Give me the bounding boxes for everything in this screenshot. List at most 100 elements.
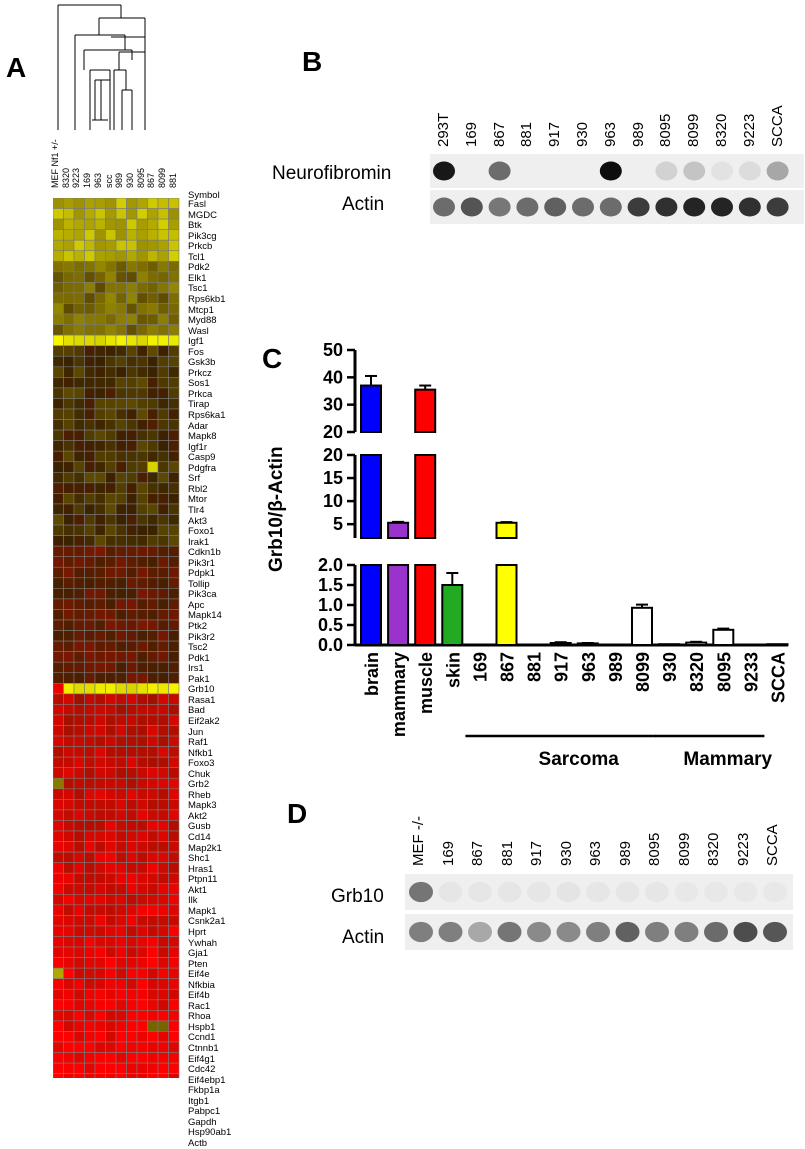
heatmap-cell [73,630,85,642]
heatmap-cell [105,471,117,484]
heatmap-cell [94,377,106,389]
heatmap-cell [126,419,138,431]
heatmap-gene-label: Tsc1 [188,283,208,295]
heatmap-gene-label: Grb10 [188,684,215,696]
heatmap-cell [115,1031,127,1043]
heatmap-cell [53,1020,64,1032]
heatmap-cell [115,313,127,325]
heatmap-gene-label: Pdpk1 [188,568,215,580]
heatmap-cell [168,661,180,674]
heatmap-cell [94,514,106,526]
heatmap-cell [126,566,138,579]
heatmap-cell [115,292,127,304]
blot-strip [405,874,793,910]
heatmap-cell [94,1062,106,1074]
heatmap-gene-label: Eif2ak2 [188,715,220,727]
heatmap-cell [84,735,96,747]
chart-c-group-label: Mammary [683,749,772,770]
heatmap-cell [53,978,64,990]
heatmap-cell [168,292,180,304]
heatmap-cell [136,820,148,832]
heatmap-cell [126,682,138,695]
heatmap-cell [136,1052,148,1064]
heatmap-cell [105,799,117,811]
chart-c-bar [631,606,653,646]
heatmap-cell [126,598,138,610]
chart-c-category-label: 917 [552,652,572,682]
heatmap-cell [157,229,169,241]
heatmap-cell [84,725,96,737]
heatmap-cell [73,925,85,937]
heatmap-cell [136,387,148,399]
heatmap-cell [136,1073,148,1078]
blot-strip [405,914,793,950]
heatmap-cell [63,1052,75,1064]
heatmap-cell [157,851,169,863]
chart-c-ytick-label: 30 [323,395,343,415]
heatmap-cell [53,198,64,209]
heatmap-cell [157,830,169,842]
heatmap-cell [168,883,180,895]
heatmap-cell [157,440,169,452]
heatmap-cell [136,366,148,378]
heatmap-cell [53,893,64,906]
blot-band [488,161,511,181]
heatmap-gene-label: Grb2 [188,779,210,791]
chart-c-ytick-label: 0.5 [318,615,343,635]
heatmap-gene-label: Pik3r1 [188,557,215,569]
heatmap-cell [53,334,64,346]
heatmap-cell [105,609,117,621]
heatmap-cell [147,809,159,821]
heatmap-cell [94,756,106,769]
chart-c-ytick-label: 0.0 [318,635,343,655]
heatmap-cell [157,735,169,747]
heatmap-cell [157,862,169,874]
heatmap-cell [63,355,75,368]
heatmap-cell [84,872,96,885]
heatmap-gene-label: Fos [188,346,204,358]
heatmap-cell [157,419,169,431]
heatmap-gene-label: Bad [188,705,205,717]
blot-b-lane-label: 881 [518,121,536,147]
blot-b-lane-label: 963 [601,121,619,147]
heatmap-cell [84,777,96,790]
heatmap-cell [168,355,180,368]
heatmap-cell [73,1041,85,1053]
heatmap-cell [84,324,96,336]
heatmap-cell [168,471,180,484]
heatmap-cell [168,915,180,927]
heatmap-gene-label: Rheb [188,789,211,801]
heatmap-cell [94,419,106,431]
heatmap-cell [94,1010,106,1022]
heatmap-cell [115,588,127,600]
heatmap-cell [136,450,148,463]
heatmap-cell [94,609,106,621]
heatmap-cell [63,282,75,294]
heatmap-cell [126,809,138,821]
heatmap-cell [73,872,85,885]
heatmap-cell [84,661,96,674]
heatmap-gene-label: Rac1 [188,1000,211,1012]
heatmap-cell [105,756,117,769]
heatmap-cell [168,904,180,916]
heatmap-cell [126,851,138,863]
heatmap-cell [115,524,127,536]
heatmap-cell [63,841,75,853]
heatmap-cell [63,1073,75,1078]
blot-band [572,197,594,217]
heatmap-cell [94,545,106,557]
heatmap-column-label: scc [103,174,114,189]
heatmap-cell [63,324,75,336]
heatmap-cell [126,967,138,980]
heatmap-gene-label: Tirap [188,399,210,411]
heatmap-cell [84,915,96,927]
heatmap-cell [94,936,106,948]
heatmap-cell [147,936,159,948]
heatmap-gene-label: Hras1 [188,863,214,875]
heatmap-cell [53,1052,64,1064]
heatmap-gene-label: Hprt [188,926,206,938]
heatmap-cell [136,208,148,220]
heatmap-gene-label: Tollip [188,578,210,590]
heatmap-cell [73,471,85,484]
heatmap-cell [147,218,159,230]
